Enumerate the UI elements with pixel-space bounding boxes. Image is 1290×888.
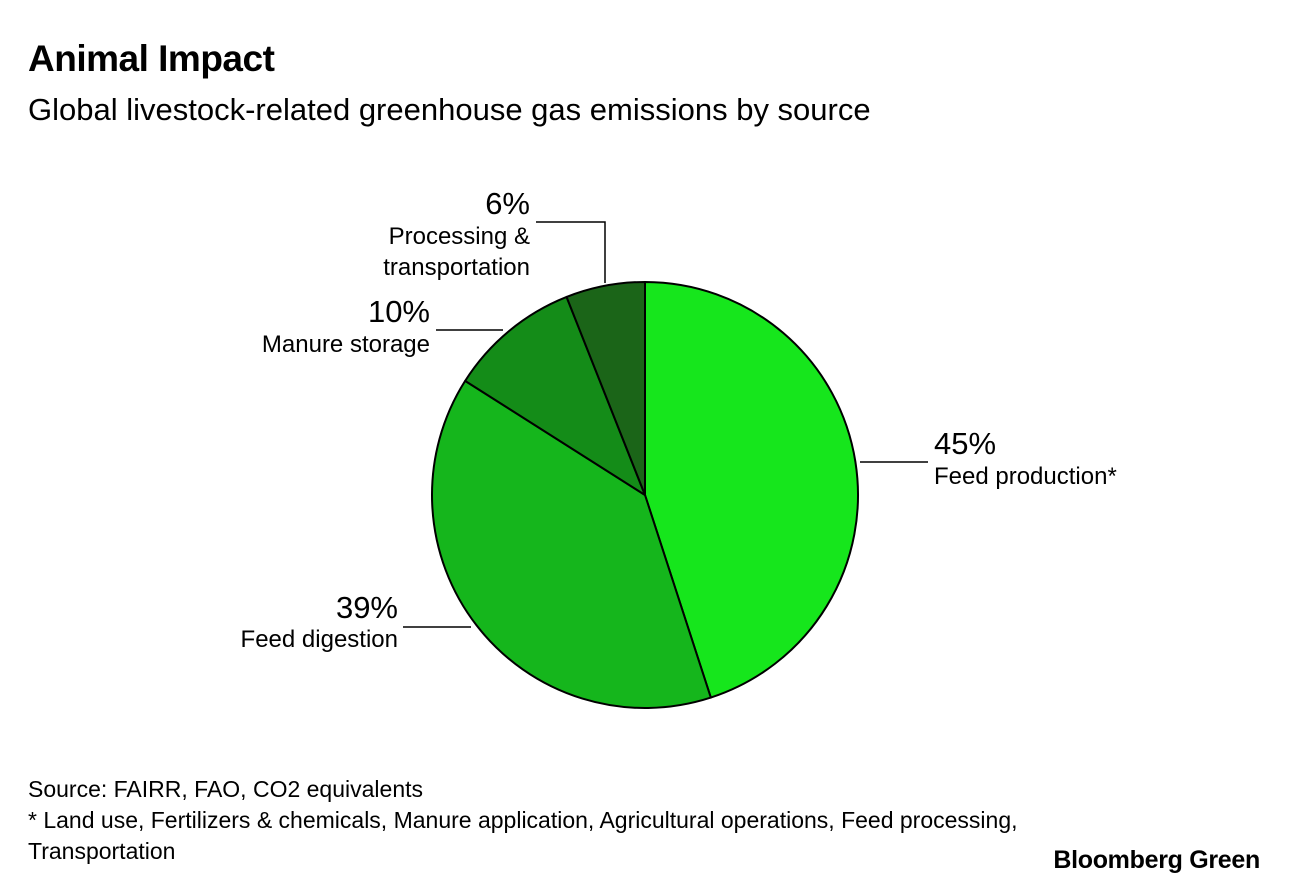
source-text: Source: FAIRR, FAO, CO2 equivalents: [28, 776, 423, 802]
data-label-processing-transportation-name-line-2: transportation: [383, 254, 530, 281]
data-label-feed-production-name: Feed production*: [934, 463, 1117, 490]
data-label-manure-storage-percent: 10%: [368, 294, 430, 329]
data-label-feed-production-percent: 45%: [934, 426, 996, 461]
footnote-line-2: Transportation: [28, 838, 176, 864]
data-label-processing-transportation-percent: 6%: [485, 186, 530, 221]
data-label-manure-storage-name: Manure storage: [262, 331, 430, 358]
pie-slice-processing-transportation: [565, 281, 646, 496]
bloomberg-green-logo: Bloomberg Green: [1053, 846, 1260, 874]
pie-slice-manure-storage: [464, 295, 646, 496]
source-notes: Source: FAIRR, FAO, CO2 equivalents * La…: [28, 774, 1208, 867]
chart-subtitle: Global livestock-related greenhouse gas …: [28, 92, 871, 127]
footnote-line-1: * Land use, Fertilizers & chemicals, Man…: [28, 807, 1018, 833]
data-label-feed-digestion-name: Feed digestion: [241, 626, 398, 653]
data-label-feed-digestion-percent: 39%: [336, 590, 398, 625]
leader-line-processing-transportation: [536, 221, 606, 283]
pie-slice-feed-production: [644, 281, 859, 699]
data-label-processing-transportation-name-line-1: Processing &: [389, 223, 530, 250]
chart-title: Animal Impact: [28, 38, 275, 79]
pie-slice-feed-digestion: [431, 379, 712, 709]
